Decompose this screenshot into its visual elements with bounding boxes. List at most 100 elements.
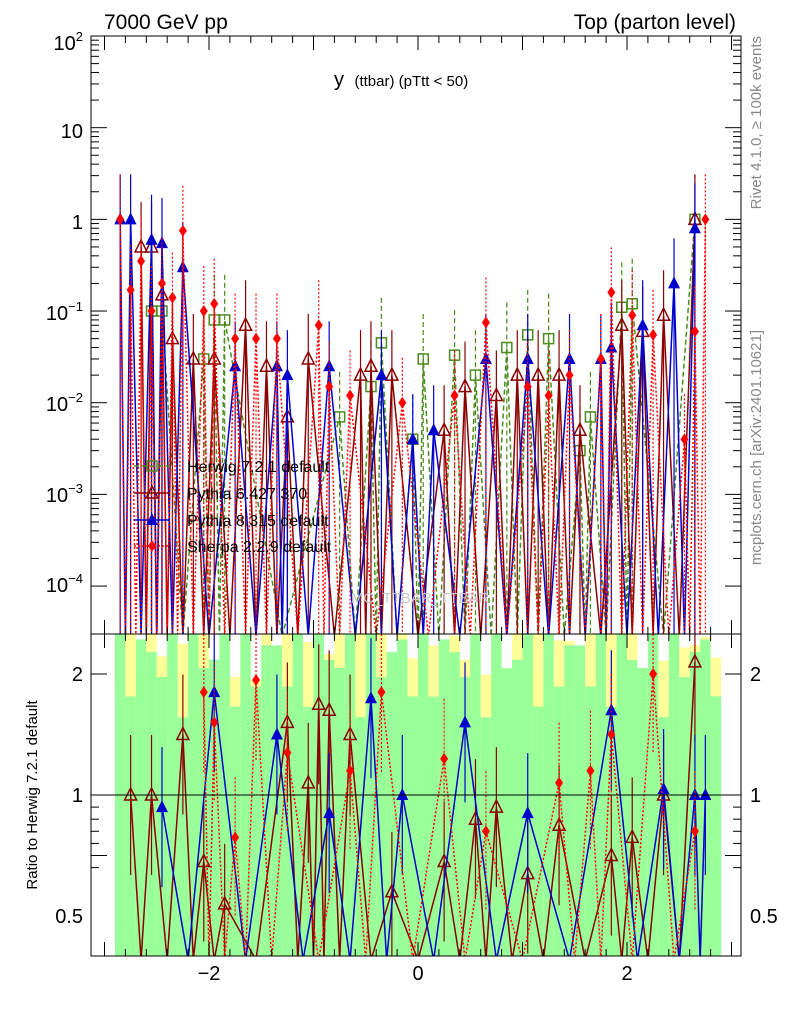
ratio-tick-label-0.5: 0.5 (55, 906, 83, 928)
ratio-line-pythia6 (129, 661, 696, 956)
data-point (314, 319, 323, 332)
rivet-label: Rivet 4.1.0, ≥ 100k events (748, 36, 765, 209)
data-point (551, 366, 567, 381)
data-point (523, 380, 532, 393)
legend-entry-pythia8: Pythia 8.315 default (134, 513, 329, 530)
ratio-point (690, 825, 699, 838)
uncertainty-bands (114, 634, 722, 956)
y-tick-label-1e-3: 10−3 (46, 481, 83, 507)
data-point (199, 305, 208, 318)
ratio-point (199, 686, 208, 699)
ratio-y-axis-label: Ratio to Herwig 7.2.1 default (24, 700, 41, 890)
data-point (628, 309, 637, 322)
green-band (710, 696, 722, 956)
green-band (438, 639, 450, 956)
data-point (272, 332, 281, 345)
data-point (584, 411, 597, 423)
ratio-point (468, 810, 483, 825)
data-point (572, 421, 588, 437)
data-point (427, 423, 440, 436)
ratio-point (489, 798, 504, 813)
data-point (607, 286, 616, 299)
data-point (145, 232, 158, 245)
ratio-point (688, 788, 701, 800)
data-point (469, 369, 482, 381)
legend-label-pythia8: Pythia 8.315 default (187, 513, 329, 530)
data-point (680, 433, 689, 446)
chart-title-sub: (ttbar) (pTtt < 50) (354, 73, 468, 90)
ratio-tick-label-0.5-right: 0.5 (750, 906, 778, 928)
data-point (450, 389, 459, 402)
green-band (501, 668, 513, 956)
data-point (398, 396, 407, 409)
green-band (261, 645, 272, 956)
ratio-point (217, 895, 232, 910)
data-point (375, 368, 388, 381)
data-point (124, 212, 137, 225)
green-band (574, 645, 586, 956)
data-point (510, 366, 525, 381)
green-band (459, 676, 471, 956)
y-tick-labels: 10−4 10−3 10−2 10−1 1 10 102 (46, 29, 83, 597)
data-point (116, 213, 125, 226)
data-point (417, 353, 429, 365)
data-point (229, 359, 242, 372)
data-point (436, 421, 452, 437)
data-point (252, 332, 261, 345)
data-point (147, 305, 156, 318)
green-band (386, 652, 398, 956)
data-point (165, 329, 180, 345)
ratio-point (459, 715, 472, 728)
ratio-point (210, 716, 219, 729)
green-band (532, 706, 544, 956)
legend: Herwig 7.2.1 default Pythia 6.427 370 Py… (134, 459, 332, 556)
ratio-point (440, 752, 449, 765)
ratio-point (270, 727, 283, 740)
green-band (209, 659, 220, 956)
data-point (353, 366, 368, 381)
ratio-point (311, 695, 326, 710)
y-tick-label-1: 1 (72, 212, 83, 234)
ratio-point (604, 846, 619, 862)
y-tick-label-1e-4: 10−4 (46, 571, 83, 597)
series-pythia8 (114, 174, 701, 634)
data-point (544, 389, 553, 402)
green-band (407, 696, 418, 956)
data-point (210, 297, 219, 310)
energy-label: 7000 GeV pp (104, 11, 228, 34)
ratio-line-pythia8 (161, 692, 707, 956)
process-label: Top (parton level) (574, 11, 736, 34)
data-point (155, 236, 168, 249)
y-tick-label-10: 10 (61, 121, 83, 143)
ratio-series-sherpa (199, 634, 699, 956)
green-band (564, 645, 575, 956)
chart-title: y (ttbar) (pTtt < 50) (334, 69, 468, 91)
data-point (384, 366, 400, 381)
ratio-point (521, 806, 534, 819)
ratio-point (605, 703, 618, 716)
data-point (323, 359, 336, 372)
ratio-point (649, 668, 658, 680)
data-point (137, 255, 146, 268)
data-point (259, 357, 274, 372)
legend-label-sherpa: Sherpa 2.2.9 default (187, 539, 332, 556)
main-plot-area (114, 174, 710, 634)
x-tick-label-0: 0 (412, 963, 423, 985)
data-point (133, 238, 149, 253)
green-band (177, 717, 189, 956)
ratio-point (377, 686, 386, 699)
legend-entry-pythia6: Pythia 6.427 370 (134, 484, 307, 503)
data-point (457, 377, 473, 393)
ratio-point (144, 786, 159, 801)
data-point (481, 316, 490, 329)
data-point (489, 386, 504, 402)
legend-entry-sherpa: Sherpa 2.2.9 default (134, 539, 332, 556)
data-point (281, 368, 294, 381)
ratio-point (555, 776, 564, 789)
y-tick-label-1e-2: 10−2 (46, 390, 83, 416)
series-line-herwig (150, 219, 696, 634)
green-band (376, 677, 387, 956)
legend-entry-herwig: Herwig 7.2.1 default (134, 459, 330, 476)
green-band (428, 696, 439, 956)
